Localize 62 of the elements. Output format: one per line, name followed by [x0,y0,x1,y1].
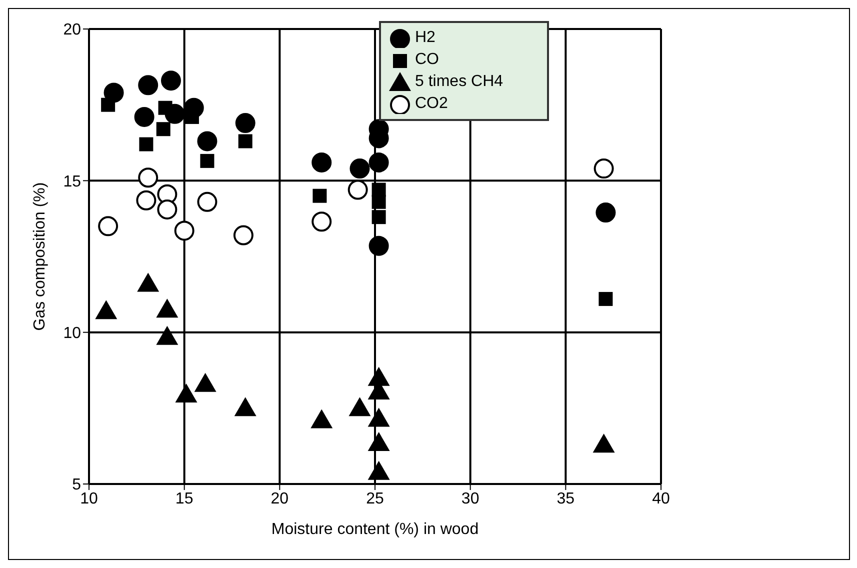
point [368,152,389,172]
legend-label: H2 [415,28,436,48]
point [372,194,386,209]
point [138,168,158,188]
point [310,409,333,428]
point [137,272,160,292]
point [594,158,614,179]
point [592,434,615,453]
point [368,236,389,256]
point [160,70,181,91]
legend-label: CO2 [415,94,448,114]
point [372,210,386,224]
point [197,192,218,212]
point [368,460,390,480]
point [598,292,613,306]
point [139,137,154,152]
x-axis-title: Moisture content (%) in wood [271,521,479,538]
point [348,397,371,416]
point [158,100,172,115]
point [98,216,118,236]
x-tick-label: 15 [175,490,194,508]
point [95,300,118,320]
point [134,106,154,127]
y-tick-label: 15 [63,173,82,190]
y-axis-title: Gas composition (%) [32,182,49,331]
x-tick-label: 25 [366,490,384,508]
point [368,432,390,452]
x-tick-label: 30 [461,490,480,508]
point [194,372,216,392]
x-tick-label: 20 [270,490,289,508]
point [233,225,254,246]
point [312,212,332,232]
legend-label: CO [415,50,439,70]
point [157,199,178,220]
point [136,190,156,210]
point [350,158,370,179]
point [175,384,198,403]
y-tick-label: 10 [63,325,82,342]
point [312,188,327,203]
point [200,154,214,168]
point [312,152,332,172]
point [596,202,616,223]
y-tick-label: 5 [72,476,82,494]
point [174,220,194,241]
point [238,134,252,148]
y-tick-label: 20 [63,22,82,39]
point [104,82,124,103]
point [156,298,178,318]
point [348,180,368,200]
legend-label: 5 times CH4 [415,72,504,92]
point [368,366,390,386]
point [235,113,256,134]
point [156,122,170,136]
x-tick-label: 40 [652,490,670,508]
point [156,326,178,345]
point [368,408,390,427]
x-tick-label: 10 [80,490,98,508]
point [234,397,256,416]
x-tick-label: 35 [556,490,575,508]
point [101,98,116,112]
point [197,131,218,152]
point [138,75,158,96]
